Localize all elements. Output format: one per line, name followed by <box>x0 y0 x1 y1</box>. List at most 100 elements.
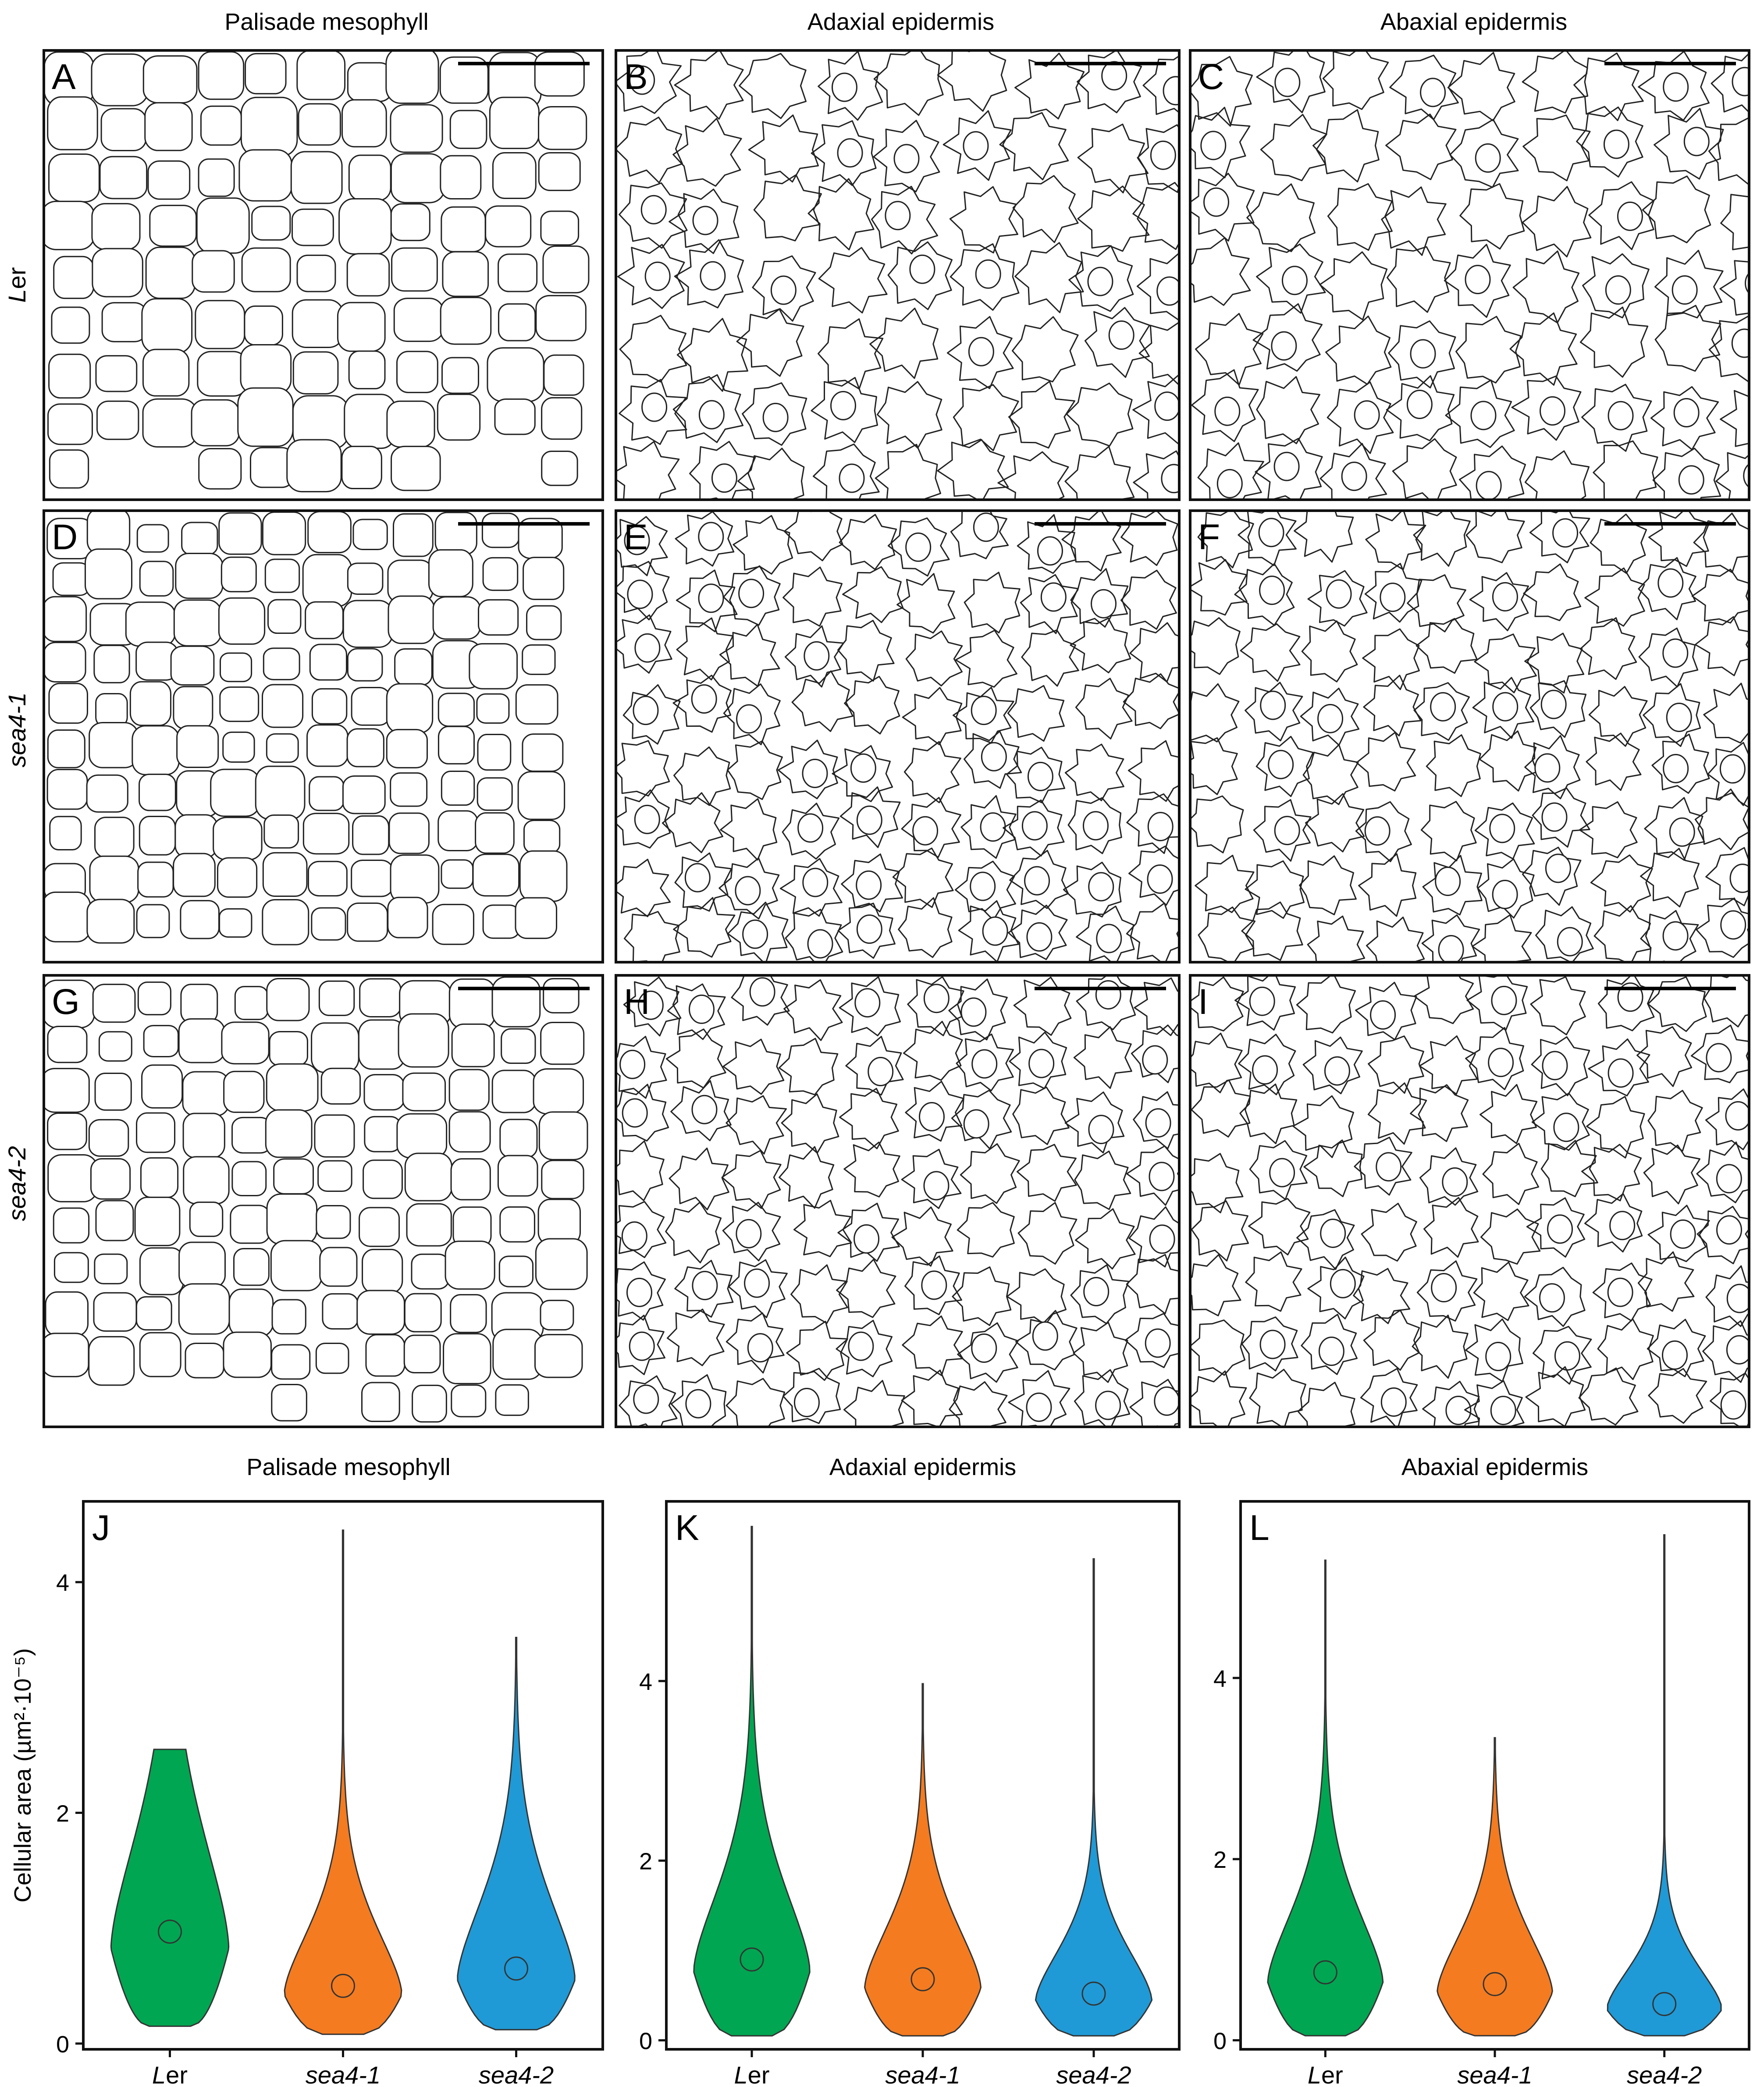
panel-letter: C <box>1198 57 1224 97</box>
pavement-cell <box>1512 250 1580 324</box>
pavement-cell <box>1126 793 1179 854</box>
pavement-cell <box>958 900 1019 962</box>
pavement-cell <box>616 1261 666 1321</box>
pavement-cell <box>871 185 938 255</box>
pavement-cell <box>1312 109 1380 183</box>
pavement-cell <box>1075 1208 1136 1269</box>
mesophyll-cell <box>314 1114 355 1158</box>
pavement-cell <box>1255 437 1323 500</box>
stoma <box>909 254 935 284</box>
stoma <box>1552 518 1579 548</box>
pavement-cell <box>1302 744 1359 805</box>
stoma <box>1370 1000 1396 1030</box>
mesophyll-cell <box>388 595 435 644</box>
pavement-cell <box>733 515 793 575</box>
stoma <box>1095 1390 1121 1420</box>
pavement-cell <box>1412 1315 1469 1379</box>
row-label-ler: Ler <box>3 267 31 303</box>
pavement-cell <box>782 1368 841 1424</box>
stoma <box>1147 812 1174 842</box>
mesophyll-cell <box>542 245 590 294</box>
pavement-cell <box>1387 246 1451 313</box>
pavement-cell <box>675 511 735 567</box>
mesophyll-cell <box>535 1238 588 1290</box>
stoma <box>1088 1115 1114 1145</box>
mesophyll-cell <box>394 648 433 686</box>
stoma <box>923 1171 950 1201</box>
mesophyll-cell <box>440 297 492 345</box>
pavement-cell <box>622 684 681 745</box>
mesophyll-cell <box>412 1384 447 1423</box>
mesophyll-cell <box>173 599 222 647</box>
pavement-cell <box>672 374 744 443</box>
pavement-cell <box>811 120 877 186</box>
pavement-cell <box>901 797 961 858</box>
mesophyll-cell <box>487 347 544 402</box>
stoma <box>1726 1335 1749 1365</box>
pavement-cell <box>1720 194 1749 250</box>
mesophyll-cell <box>52 562 91 596</box>
mesophyll-cell <box>385 50 439 104</box>
pavement-cell <box>673 746 731 806</box>
pavement-cell <box>1532 787 1590 848</box>
mesophyll-cell <box>538 152 581 191</box>
pavement-cell <box>1006 1268 1067 1326</box>
stoma <box>1663 754 1689 783</box>
pavement-cell <box>1586 732 1642 791</box>
mesophyll-cell <box>361 1382 400 1422</box>
stoma <box>698 583 724 613</box>
stoma <box>1430 692 1456 722</box>
pavement-cell <box>843 1141 900 1198</box>
pavement-cell <box>1459 445 1526 500</box>
stoma <box>963 131 989 161</box>
mesophyll-cell <box>86 774 128 813</box>
pavement-cell <box>616 1084 669 1142</box>
mesophyll-cell <box>428 549 473 597</box>
stoma <box>980 812 1006 842</box>
pavement-cell <box>1120 569 1177 630</box>
stoma <box>1154 391 1179 421</box>
mesophyll-cell <box>387 896 428 939</box>
panel-letter: I <box>1198 982 1208 1022</box>
cell-outlines <box>44 511 568 946</box>
pavement-cell <box>1535 906 1594 962</box>
mesophyll-cell <box>219 686 260 722</box>
pavement-cell <box>1017 1202 1078 1265</box>
pavement-cell <box>619 315 687 383</box>
pavement-cell <box>1533 1326 1592 1385</box>
pavement-cell <box>955 629 1017 688</box>
mesophyll-cell <box>533 1068 584 1115</box>
column-title-abaxial: Abaxial epidermis <box>1380 9 1567 35</box>
stoma <box>1491 985 1517 1015</box>
pavement-cell <box>839 786 901 848</box>
mesophyll-cell <box>217 857 258 898</box>
pavement-cell <box>1472 677 1534 739</box>
pavement-cell <box>1531 1036 1590 1096</box>
mesophyll-cell <box>391 445 441 491</box>
stoma <box>971 1333 997 1363</box>
pavement-cell <box>1720 390 1749 447</box>
pavement-cell <box>1319 443 1387 500</box>
pavement-cell <box>1197 442 1264 500</box>
pavement-cell <box>836 1319 893 1377</box>
mesophyll-cell <box>443 1333 491 1384</box>
pavement-cell <box>1363 675 1422 736</box>
mesophyll-cell <box>352 519 388 551</box>
pavement-cell <box>1327 381 1394 454</box>
violin-charts: Palisade mesophyll Cellular area (µm²·10⁻… <box>10 1454 1750 2087</box>
stoma <box>1729 864 1749 893</box>
mesophyll-cell <box>89 855 139 903</box>
pavement-cell <box>1021 629 1079 687</box>
stoma <box>802 758 828 788</box>
pavement-cell <box>742 382 807 446</box>
violin-chart-k: Adaxial epidermis 0 2 4 Ler sea4-1 sea4-2 K <box>639 1454 1181 2087</box>
mesophyll-cell <box>390 153 445 203</box>
mesophyll-cell <box>497 1155 538 1197</box>
stoma <box>1608 401 1634 430</box>
mesophyll-cell <box>537 1198 581 1245</box>
pavement-cell <box>1367 1082 1427 1145</box>
pavement-cell <box>1302 1036 1363 1095</box>
stoma <box>1732 67 1749 96</box>
stoma <box>1326 579 1352 609</box>
